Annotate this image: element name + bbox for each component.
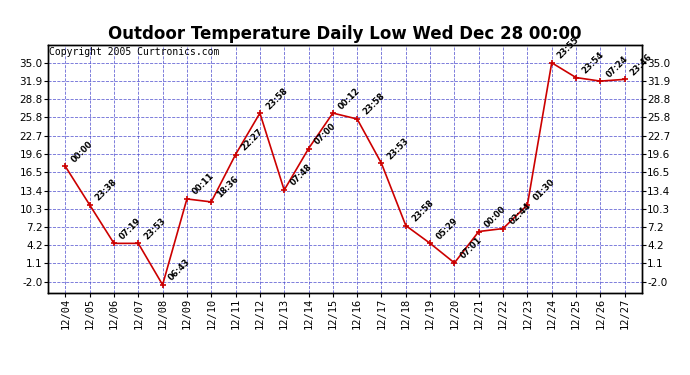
Text: 00:00: 00:00: [483, 204, 508, 230]
Text: 06:43: 06:43: [167, 258, 192, 283]
Text: 07:24: 07:24: [604, 54, 630, 79]
Text: 23:53: 23:53: [142, 216, 168, 241]
Text: 23:55: 23:55: [556, 35, 581, 61]
Text: 07:01: 07:01: [459, 236, 484, 261]
Text: 18:36: 18:36: [215, 174, 241, 200]
Text: 23:58: 23:58: [362, 92, 386, 117]
Text: 23:58: 23:58: [264, 86, 289, 111]
Text: 05:29: 05:29: [434, 216, 460, 241]
Text: 00:11: 00:11: [191, 172, 216, 197]
Text: 23:53: 23:53: [386, 136, 411, 161]
Text: 23:54: 23:54: [580, 50, 606, 75]
Text: 23:46: 23:46: [629, 52, 654, 77]
Text: 00:12: 00:12: [337, 86, 362, 111]
Text: 23:38: 23:38: [94, 178, 119, 203]
Text: 00:00: 00:00: [70, 139, 95, 164]
Text: 22:27: 22:27: [239, 127, 265, 152]
Text: 23:58: 23:58: [410, 198, 435, 223]
Text: Copyright 2005 Curtronics.com: Copyright 2005 Curtronics.com: [50, 48, 220, 57]
Text: 01:30: 01:30: [531, 178, 557, 203]
Text: 07:00: 07:00: [313, 122, 337, 147]
Text: 02:44: 02:44: [507, 201, 533, 226]
Title: Outdoor Temperature Daily Low Wed Dec 28 00:00: Outdoor Temperature Daily Low Wed Dec 28…: [108, 26, 582, 44]
Text: 07:19: 07:19: [118, 216, 144, 241]
Text: 07:48: 07:48: [288, 163, 313, 188]
